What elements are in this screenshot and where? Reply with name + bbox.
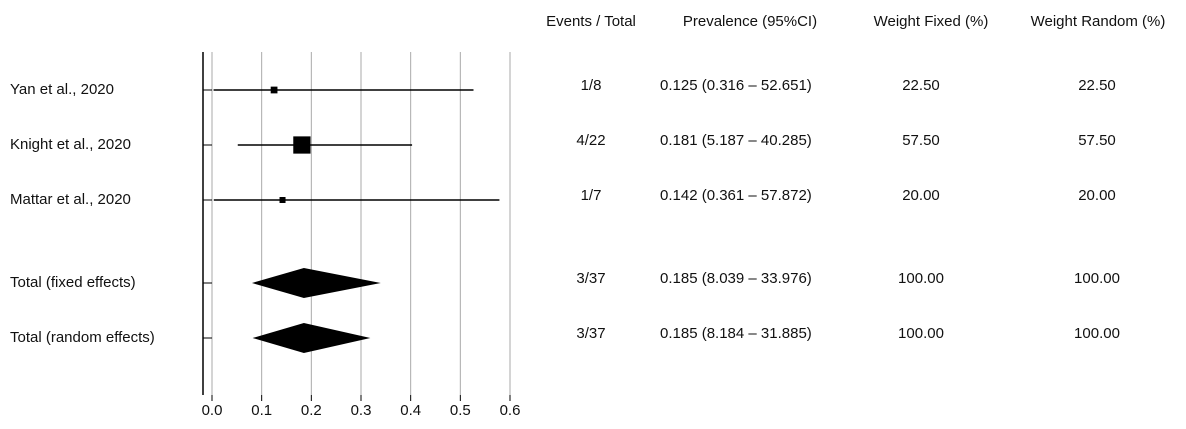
x-tick-label: 0.5 [450, 402, 471, 419]
table-cell: 0.181 (5.187 – 40.285) [660, 132, 812, 149]
x-tick-label: 0.4 [400, 402, 421, 419]
x-tick-label: 0.3 [351, 402, 372, 419]
estimate-square [270, 86, 278, 94]
table-cell: 4/22 [576, 132, 605, 149]
x-tick-label: 0.1 [251, 402, 272, 419]
table-cell: 100.00 [898, 270, 944, 287]
table-cell: 100.00 [1074, 270, 1120, 287]
estimate-square [293, 136, 311, 154]
table-cell: 22.50 [902, 77, 940, 94]
table-cell: 0.142 (0.361 – 57.872) [660, 187, 812, 204]
study-label: Mattar et al., 2020 [10, 191, 131, 208]
study-label: Total (fixed effects) [10, 274, 136, 291]
table-cell: 3/37 [576, 270, 605, 287]
x-tick-label: 0.0 [202, 402, 223, 419]
table-cell: 3/37 [576, 325, 605, 342]
column-header: Prevalence (95%CI) [683, 13, 817, 30]
estimate-square [279, 197, 286, 203]
study-label: Knight et al., 2020 [10, 136, 131, 153]
table-cell: 1/8 [581, 77, 602, 94]
table-cell: 57.50 [902, 132, 940, 149]
table-cell: 0.185 (8.039 – 33.976) [660, 270, 812, 287]
table-cell: 22.50 [1078, 77, 1116, 94]
summary-diamond [251, 268, 381, 298]
x-tick-label: 0.2 [301, 402, 322, 419]
summary-diamond [252, 323, 371, 353]
table-cell: 0.185 (8.184 – 31.885) [660, 325, 812, 342]
table-cell: 0.125 (0.316 – 52.651) [660, 77, 812, 94]
table-cell: 100.00 [1074, 325, 1120, 342]
column-header: Events / Total [546, 13, 636, 30]
column-header: Weight Random (%) [1031, 13, 1166, 30]
table-cell: 57.50 [1078, 132, 1116, 149]
x-tick-label: 0.6 [500, 402, 521, 419]
table-cell: 20.00 [1078, 187, 1116, 204]
column-header: Weight Fixed (%) [874, 13, 989, 30]
table-cell: 1/7 [581, 187, 602, 204]
study-label: Yan et al., 2020 [10, 81, 114, 98]
study-label: Total (random effects) [10, 329, 155, 346]
table-cell: 20.00 [902, 187, 940, 204]
table-cell: 100.00 [898, 325, 944, 342]
